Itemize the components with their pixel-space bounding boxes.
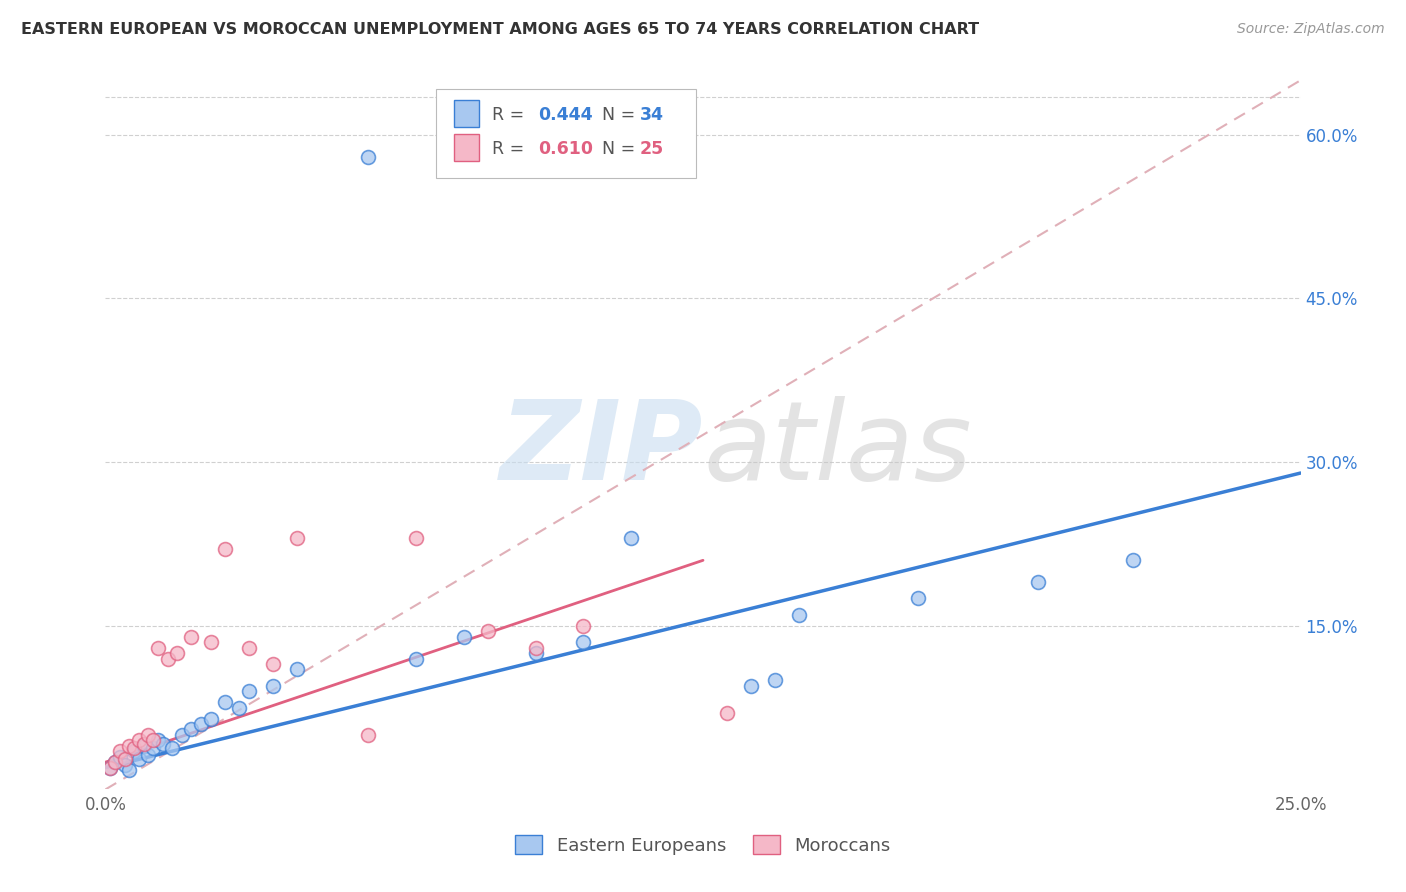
- Point: [170, 728, 193, 742]
- Point: [108, 749, 131, 764]
- Point: [142, 741, 165, 756]
- Point: [114, 752, 136, 766]
- Point: [108, 744, 131, 758]
- Text: R =: R =: [492, 106, 530, 124]
- Text: N =: N =: [591, 106, 640, 124]
- Point: [146, 733, 169, 747]
- Point: [138, 747, 160, 762]
- Text: 0.444: 0.444: [538, 106, 593, 124]
- Point: [156, 651, 179, 665]
- Point: [162, 741, 184, 756]
- Point: [405, 532, 427, 546]
- Point: [122, 744, 145, 758]
- Point: [477, 624, 499, 639]
- Text: ZIP: ZIP: [499, 395, 703, 502]
- Point: [572, 619, 595, 633]
- Point: [740, 679, 762, 693]
- Point: [98, 761, 121, 775]
- Point: [228, 700, 250, 714]
- Text: 25: 25: [640, 140, 664, 158]
- Text: atlas: atlas: [703, 395, 972, 502]
- Text: R =: R =: [492, 140, 530, 158]
- Point: [285, 532, 308, 546]
- Point: [114, 758, 136, 772]
- Point: [524, 640, 547, 655]
- Point: [104, 755, 127, 769]
- Point: [907, 591, 929, 606]
- Point: [146, 640, 169, 655]
- Point: [262, 657, 284, 671]
- Point: [1026, 575, 1049, 590]
- Point: [118, 739, 141, 753]
- Point: [128, 752, 150, 766]
- Legend: Eastern Europeans, Moroccans: Eastern Europeans, Moroccans: [508, 828, 898, 862]
- Point: [357, 728, 380, 742]
- Point: [118, 763, 141, 777]
- Point: [453, 630, 475, 644]
- Point: [200, 712, 222, 726]
- Point: [238, 640, 260, 655]
- Point: [285, 662, 308, 676]
- Text: N =: N =: [591, 140, 640, 158]
- Point: [98, 761, 121, 775]
- Point: [142, 733, 165, 747]
- Point: [132, 739, 155, 753]
- Point: [152, 737, 174, 751]
- Point: [524, 646, 547, 660]
- Point: [122, 741, 145, 756]
- Text: EASTERN EUROPEAN VS MOROCCAN UNEMPLOYMENT AMONG AGES 65 TO 74 YEARS CORRELATION : EASTERN EUROPEAN VS MOROCCAN UNEMPLOYMEN…: [21, 22, 979, 37]
- Point: [405, 651, 427, 665]
- Point: [128, 733, 150, 747]
- Point: [572, 635, 595, 649]
- Text: Source: ZipAtlas.com: Source: ZipAtlas.com: [1237, 22, 1385, 37]
- Point: [132, 737, 155, 751]
- Point: [238, 684, 260, 698]
- Point: [262, 679, 284, 693]
- Text: 34: 34: [640, 106, 664, 124]
- Point: [787, 607, 810, 622]
- Point: [214, 695, 236, 709]
- Point: [166, 646, 188, 660]
- Point: [190, 717, 212, 731]
- Point: [1122, 553, 1144, 567]
- Point: [180, 630, 202, 644]
- Point: [200, 635, 222, 649]
- Point: [763, 673, 786, 688]
- Point: [716, 706, 738, 720]
- Point: [180, 723, 202, 737]
- Text: 0.610: 0.610: [538, 140, 593, 158]
- Point: [104, 755, 127, 769]
- Point: [214, 542, 236, 557]
- Point: [620, 532, 643, 546]
- Point: [357, 150, 380, 164]
- Point: [138, 728, 160, 742]
